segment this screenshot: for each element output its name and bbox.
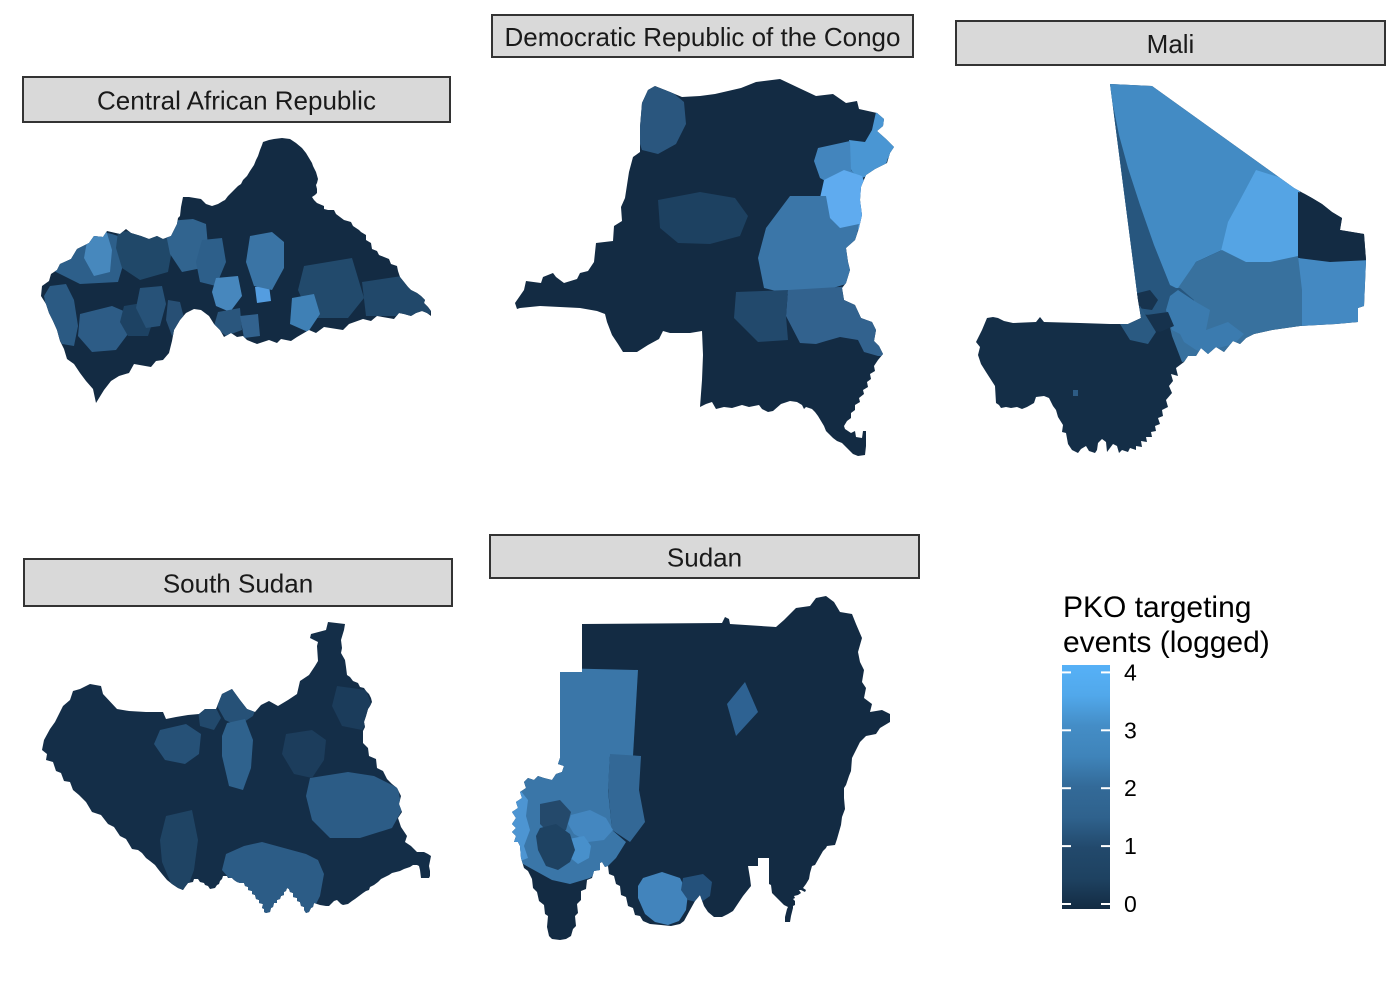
svg-text:3: 3	[1124, 717, 1137, 743]
svg-text:Democratic Republic of the Con: Democratic Republic of the Congo	[505, 22, 901, 52]
svg-text:Sudan: Sudan	[667, 543, 742, 573]
svg-text:1: 1	[1124, 833, 1137, 859]
svg-text:0: 0	[1124, 891, 1137, 917]
svg-text:events (logged): events (logged)	[1063, 626, 1270, 659]
svg-text:South Sudan: South Sudan	[163, 569, 313, 599]
svg-text:Mali: Mali	[1147, 29, 1195, 59]
svg-text:PKO targeting: PKO targeting	[1063, 591, 1251, 624]
svg-text:2: 2	[1124, 775, 1137, 801]
svg-text:Central African Republic: Central African Republic	[97, 86, 376, 116]
svg-text:4: 4	[1124, 659, 1137, 685]
